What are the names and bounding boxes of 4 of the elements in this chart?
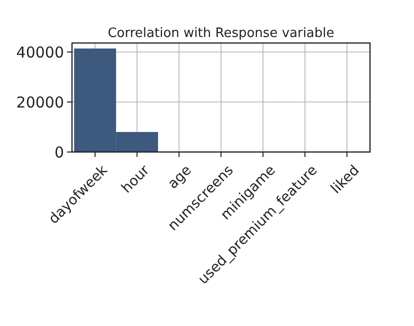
y-tick-label: 20000 xyxy=(16,93,64,112)
y-tick-label: 0 xyxy=(54,143,64,162)
y-tick-label: 40000 xyxy=(16,43,64,62)
chart-title: Correlation with Response variable xyxy=(108,26,334,41)
